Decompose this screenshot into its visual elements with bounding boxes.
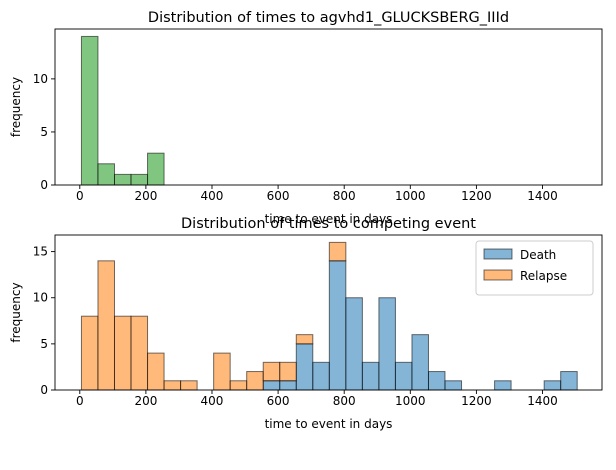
chart-title: Distribution of times to agvhd1_GLUCKSBE…: [148, 10, 509, 26]
bar-death-25: [494, 380, 512, 391]
x-axis-label: time to event in days: [265, 212, 393, 226]
bar-relapse-0: [80, 315, 99, 391]
bar-death-22: [444, 380, 463, 391]
x-tick-label: 400: [201, 394, 224, 408]
bar-death-13: [295, 343, 314, 391]
y-tick-label: 0: [40, 383, 48, 397]
bar-death-18: [378, 297, 396, 391]
x-tick-label: 600: [267, 394, 290, 408]
x-tick-label: 800: [333, 189, 356, 203]
x-tick-label: 1200: [461, 394, 492, 408]
bar-relapse-9: [229, 380, 248, 391]
bar-relapse-8: [213, 352, 231, 391]
bar-relapse-11: [262, 361, 281, 382]
bar-death-15: [328, 260, 347, 391]
bar-2: [113, 173, 132, 186]
bar-relapse-3: [130, 315, 149, 391]
x-tick-label: 0: [76, 189, 84, 203]
bar-death-16: [345, 297, 363, 391]
x-tick-label: 1400: [527, 189, 558, 203]
legend-swatch-death: [483, 248, 513, 260]
y-tick-label: 5: [40, 337, 48, 351]
bar-death-21: [427, 371, 446, 391]
bar-death-29: [560, 371, 578, 391]
bar-relapse-12: [279, 361, 297, 382]
bar-death-14: [312, 361, 330, 391]
x-tick-label: 200: [134, 189, 157, 203]
legend-swatch-relapse: [483, 269, 513, 281]
x-tick-label: 1200: [461, 189, 492, 203]
x-tick-label: 1000: [395, 189, 426, 203]
bar-relapse-4: [147, 352, 165, 391]
axes-frame: [54, 28, 603, 186]
y-tick-label: 15: [33, 245, 48, 259]
legend: Death Relapse: [475, 240, 594, 296]
bar-death-20: [411, 334, 429, 391]
y-tick-label: 0: [40, 178, 48, 192]
bar-death-28: [543, 380, 562, 391]
y-tick-label: 5: [40, 125, 48, 139]
bar-death-19: [394, 361, 413, 391]
y-tick-label: 10: [33, 291, 48, 305]
bar-1: [97, 163, 115, 186]
chart-agvhd-distribution: 0 200 400 600 800 1000 1200 1400 0 5 10 Distributio…: [9, 10, 603, 226]
legend-label-relapse: Relapse: [520, 269, 567, 283]
chart-competing-event-distribution: 0 200 400 600 800 1000 1200 1400 0 5 10 15 Distribut…: [9, 216, 603, 431]
bar-death-12: [279, 380, 297, 391]
x-axis-label: time to event in days: [265, 417, 393, 431]
y-tick-label: 10: [33, 72, 48, 86]
legend-label-death: Death: [520, 248, 556, 262]
x-tick-label: 200: [134, 394, 157, 408]
y-axis-label: frequency: [9, 77, 23, 137]
x-tick-label: 1000: [395, 394, 426, 408]
bar-relapse-13: [295, 334, 314, 345]
x-tick-label: 800: [333, 394, 356, 408]
bar-relapse-10: [246, 371, 264, 391]
x-tick-label: 1400: [527, 394, 558, 408]
bar-relapse-1: [97, 260, 115, 391]
axes-frame: [54, 234, 603, 391]
bar-relapse-5: [163, 380, 182, 391]
chart-title: Distribution of times to competing event: [181, 216, 476, 232]
bar-0: [80, 35, 99, 186]
bar-relapse-6: [180, 380, 198, 391]
bar-relapse-15: [328, 241, 347, 262]
bar-4: [147, 152, 165, 186]
bar-3: [130, 173, 149, 186]
x-tick-label: 600: [267, 189, 290, 203]
y-axis-label: frequency: [9, 282, 23, 342]
x-tick-label: 0: [76, 394, 84, 408]
bar-death-17: [361, 361, 380, 391]
bar-death-11: [262, 380, 281, 391]
bar-relapse-2: [113, 315, 132, 391]
x-tick-label: 400: [201, 189, 224, 203]
